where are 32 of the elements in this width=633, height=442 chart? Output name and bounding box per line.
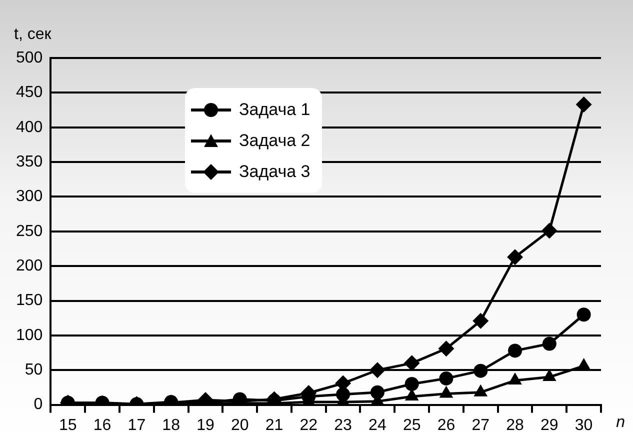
y-tick-label: 400 [16, 118, 43, 136]
y-tick-label: 200 [16, 257, 43, 274]
y-tick-label: 100 [16, 326, 43, 344]
y-axis-title: t, сек [14, 26, 52, 44]
y-tick-label: 50 [24, 362, 43, 379]
y-tick-label: 500 [16, 49, 43, 66]
x-tick-label: 27 [472, 416, 490, 434]
x-tick-label: 16 [93, 416, 112, 434]
x-tick-label: 19 [196, 416, 214, 434]
y-tick-label: 350 [16, 153, 43, 170]
x-tick-label: 26 [437, 416, 456, 434]
y-tick-label: 150 [16, 292, 43, 310]
x-tick-label: 20 [230, 416, 249, 434]
x-axis-title: n [616, 414, 625, 432]
x-tick-label: 22 [300, 416, 318, 434]
x-tick-label: 15 [58, 416, 77, 434]
x-tick-label: 30 [574, 416, 593, 434]
x-tick-label: 23 [334, 416, 352, 434]
legend-label: Задача 2 [239, 130, 310, 150]
x-tick-label: 28 [506, 416, 524, 434]
x-tick-label: 25 [402, 416, 421, 434]
legend-label: Задача 3 [239, 162, 310, 182]
legend-label: Задача 1 [239, 100, 310, 120]
y-tick-label: 0 [34, 396, 43, 414]
x-tick-label: 17 [128, 416, 146, 434]
y-tick-label: 450 [16, 84, 43, 102]
y-tick-label: 250 [16, 222, 43, 240]
y-tick-label: 300 [16, 188, 43, 206]
x-tick-label: 21 [265, 416, 284, 434]
x-tick-label: 29 [540, 416, 558, 434]
x-tick-label: 24 [368, 416, 386, 434]
x-tick-label: 18 [162, 416, 180, 434]
